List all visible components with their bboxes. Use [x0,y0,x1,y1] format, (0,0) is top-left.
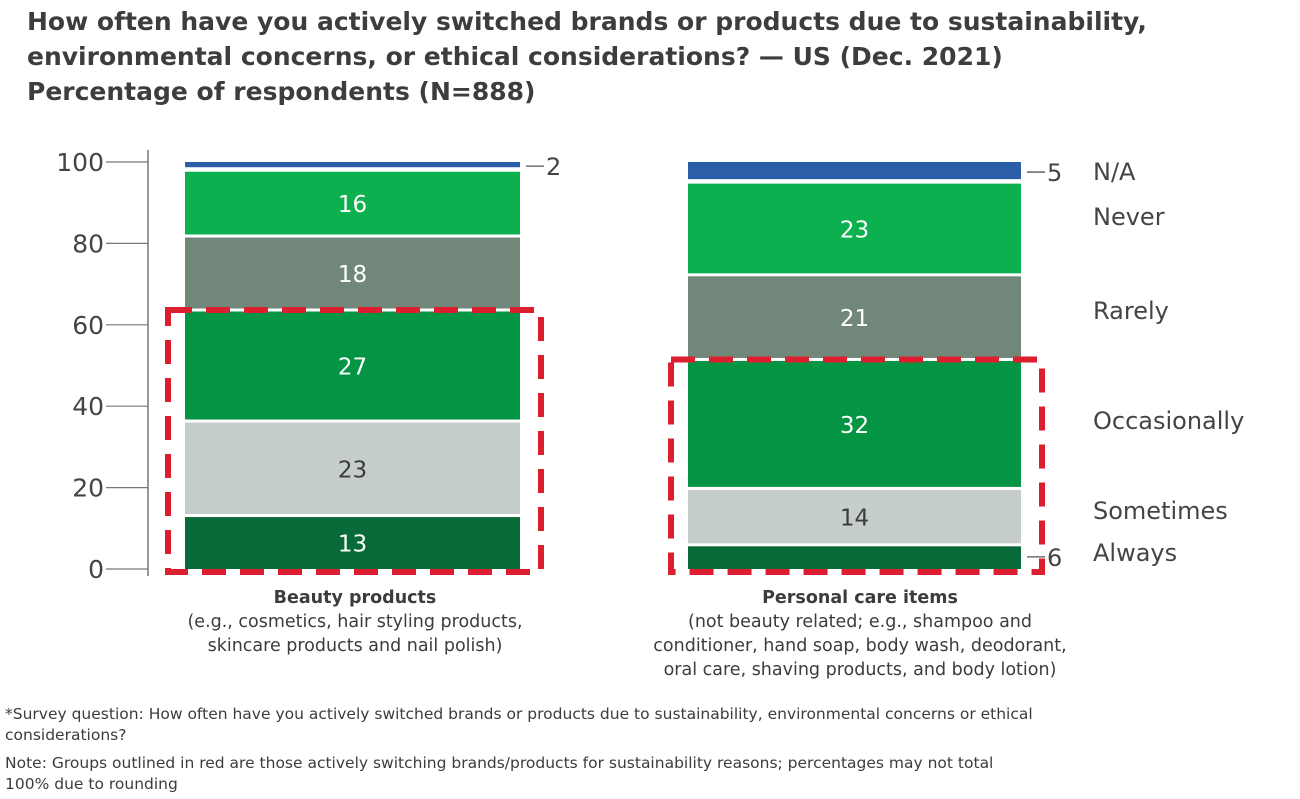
bar-segment-always [688,546,1021,569]
category-subtitle: oral care, shaving products, and body lo… [663,660,1057,680]
title-line-1: How often have you actively switched bra… [27,7,1147,36]
bar-segment-occasionally [185,311,520,420]
bar-segment-occasionally [688,360,1021,487]
data-label: 27 [338,355,367,381]
y-tick-label: 40 [72,392,104,421]
highlight-outline [165,307,544,575]
data-label: 23 [840,217,869,243]
data-label: 5 [1047,159,1062,187]
y-tick-label: 20 [72,474,104,503]
legend-label: Never [1093,203,1165,231]
y-tick-label: 80 [72,229,104,258]
legend-label: N/A [1093,158,1136,186]
data-label: 6 [1047,544,1062,572]
category-subtitle: (not beauty related; e.g., shampoo and [688,612,1032,632]
bar-segment-sometimes [688,489,1021,544]
category-subtitle: skincare products and nail polish) [207,636,503,656]
data-label: 2 [546,153,561,181]
footnote-note: Note: Groups outlined in red are those a… [5,754,994,793]
bar-segment-na [688,162,1021,180]
bar-segment-na [185,162,520,168]
data-label: 14 [840,506,869,532]
legend-label: Rarely [1093,297,1169,325]
footnote-survey-question: *Survey question: How often have you act… [5,705,1033,744]
data-label: 18 [338,262,367,288]
y-tick-label: 0 [88,555,104,584]
category-title: Beauty products [273,588,437,608]
data-label: 21 [840,306,869,332]
y-tick-label: 60 [72,311,104,340]
data-label: 32 [840,413,869,439]
bar-segment-never [688,183,1021,274]
title-line-2: environmental concerns, or ethical consi… [27,42,1003,71]
legend-label: Always [1093,539,1177,567]
y-tick-label: 100 [56,148,104,177]
chart-title: How often have you actively switched bra… [27,4,1147,109]
bar-segment-rarely [688,276,1021,358]
bar-segment-sometimes [185,422,520,515]
data-label: 23 [338,457,367,483]
category-title: Personal care items [762,588,958,608]
legend-label: Occasionally [1093,407,1244,435]
category-label-beauty: Beauty products (e.g., cosmetics, hair s… [130,586,580,658]
stacked-bar-chart: 0 20 40 60 80 100 13 23 27 18 16 2 6 14 32 21 23 5 Always S… [56,148,1244,584]
category-subtitle: conditioner, hand soap, body wash, deodo… [653,636,1067,656]
category-subtitle: (e.g., cosmetics, hair styling products, [187,612,523,632]
bar-segment-always [185,517,520,569]
bar-segment-never [185,171,520,235]
data-label: 16 [338,192,367,218]
bar-segment-rarely [185,237,520,309]
data-label: 13 [338,531,367,557]
category-label-personal-care: Personal care items (not beauty related;… [610,586,1110,682]
legend-label: Sometimes [1093,497,1228,525]
title-line-3: Percentage of respondents (N=888) [27,77,536,106]
highlight-outline [668,356,1045,575]
